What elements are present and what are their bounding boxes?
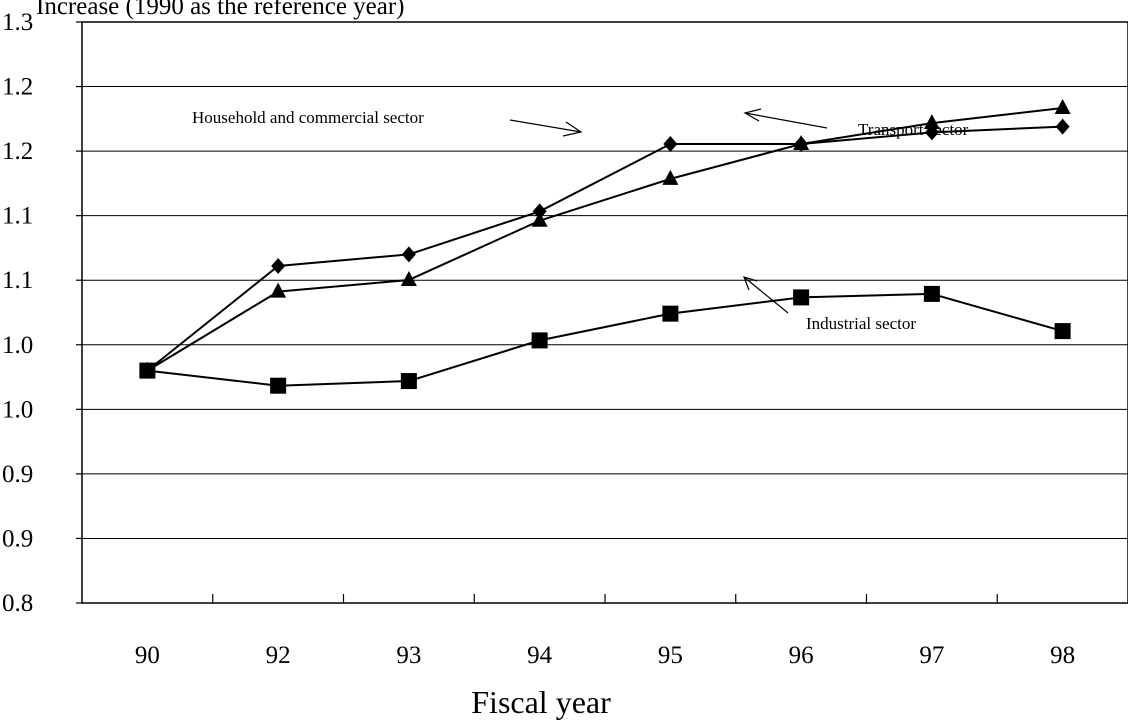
x-tick-label: 94 [527, 642, 553, 669]
triangle-marker [1054, 98, 1071, 114]
square-marker [793, 289, 810, 306]
triangle-marker [400, 270, 417, 286]
square-marker [139, 362, 156, 379]
y-tick-label: 1.1 [2, 267, 33, 294]
series-line [146, 125, 1063, 372]
y-tick-label: 0.9 [2, 461, 33, 488]
triangle-marker [531, 211, 548, 227]
transport-arrow [743, 108, 828, 129]
x-tick-label: 90 [135, 642, 160, 669]
industrial-label: Industrial sector [806, 314, 916, 333]
x-tick-label: 93 [396, 642, 421, 669]
square-marker [531, 332, 548, 349]
diamond-marker [1055, 118, 1070, 135]
x-tick-label: 96 [789, 642, 814, 669]
series-lines [146, 106, 1063, 387]
y-axis-ticks: 0.8 0.9 0.9 1.0 1.0 1.1 1.1 1.2 1.2 1.3 [2, 9, 82, 617]
triangle-marker [270, 282, 287, 298]
y-tick-label: 1.2 [2, 74, 33, 101]
y-tick-label: 1.3 [2, 9, 33, 36]
square-marker [400, 373, 417, 390]
square-marker [662, 305, 679, 322]
diamond-marker [663, 136, 678, 153]
y-tick-label: 1.2 [2, 138, 33, 165]
diamond-marker [532, 203, 547, 220]
square-marker [923, 285, 940, 302]
y-tick-label: 1.0 [2, 396, 33, 423]
triangle-marker [662, 169, 679, 185]
transport-label: Transport sector [858, 120, 969, 139]
annotations: Household and commercial sector Transpor… [192, 108, 969, 333]
diamond-marker [271, 258, 286, 275]
y-tick-label: 0.9 [2, 525, 33, 552]
industrial-arrow [742, 276, 789, 314]
x-axis-ticks: 90 92 93 94 95 96 97 98 [135, 594, 1075, 669]
diamond-marker [401, 246, 416, 263]
triangle-marker [793, 135, 810, 151]
series-line [147, 292, 1063, 387]
triangle-marker [923, 114, 940, 130]
series-line [146, 106, 1063, 372]
gridlines [82, 86, 1128, 539]
square-marker [270, 377, 287, 394]
y-tick-label: 0.8 [2, 590, 33, 617]
x-tick-label: 92 [266, 642, 291, 669]
household-arrow [509, 119, 583, 137]
x-tick-label: 95 [658, 642, 683, 669]
x-tick-label: 98 [1050, 642, 1075, 669]
y-tick-label: 1.0 [2, 332, 33, 359]
x-axis-title: Fiscal year [471, 684, 611, 720]
series-markers [139, 98, 1071, 394]
square-marker [1054, 323, 1071, 340]
y-axis-title: Increase (1990 as the reference year) [36, 0, 405, 20]
household-label: Household and commercial sector [192, 108, 424, 127]
y-tick-label: 1.1 [2, 203, 33, 230]
x-tick-label: 97 [919, 642, 944, 669]
